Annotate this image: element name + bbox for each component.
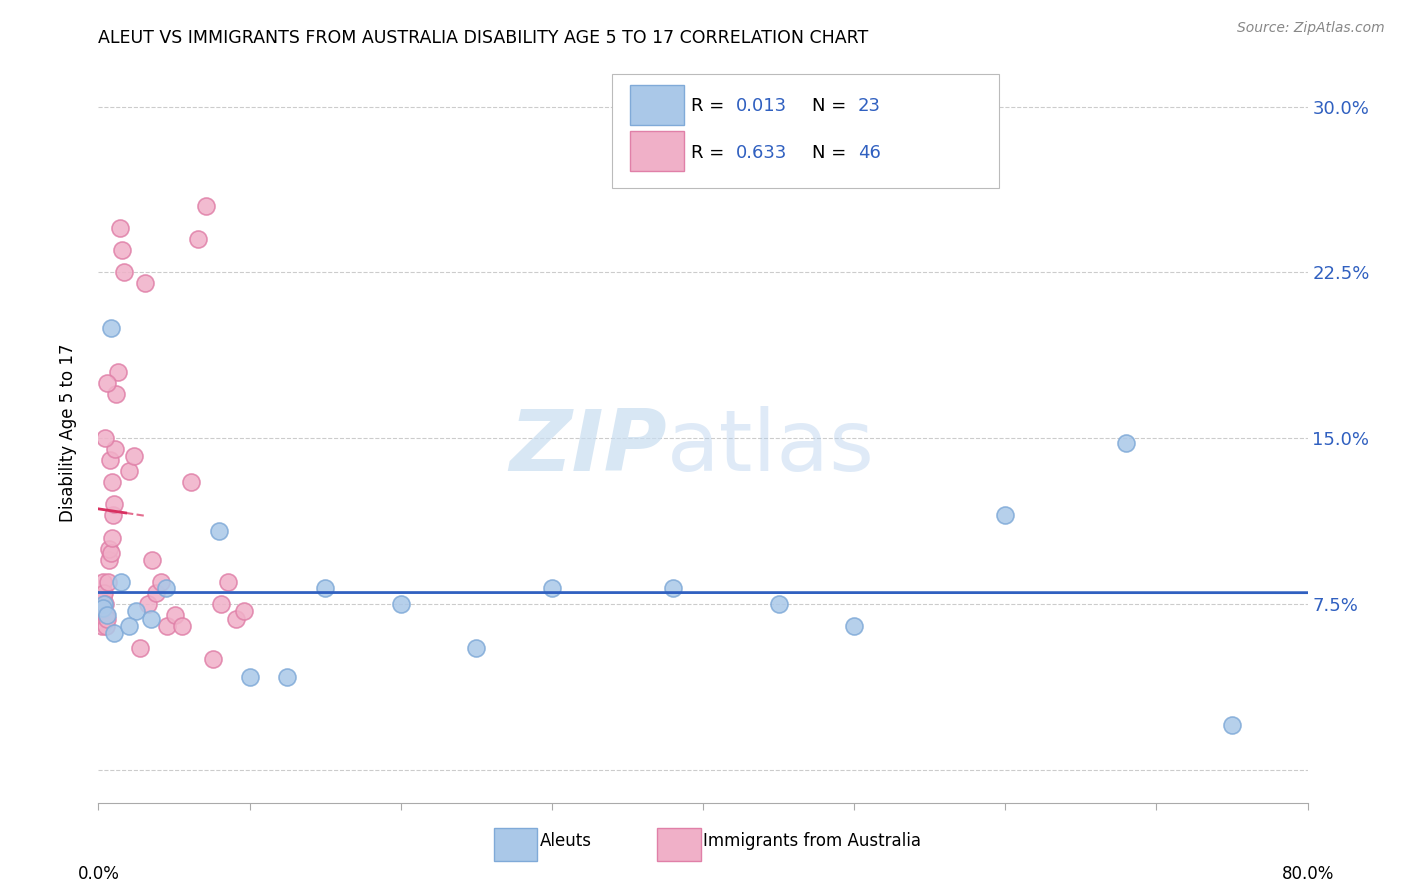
- Point: [389, 597, 412, 611]
- Point: [187, 232, 209, 246]
- Point: [103, 498, 125, 512]
- Y-axis label: Disability Age 5 to 17: Disability Age 5 to 17: [59, 343, 77, 522]
- Point: [465, 641, 488, 656]
- Point: [96, 619, 118, 633]
- Point: [100, 546, 122, 560]
- Point: [96, 607, 118, 622]
- Point: [125, 603, 148, 617]
- Point: [103, 625, 125, 640]
- FancyBboxPatch shape: [630, 130, 683, 170]
- Point: [129, 641, 152, 656]
- Point: [108, 221, 131, 235]
- Text: 46: 46: [858, 144, 880, 161]
- Text: Aleuts: Aleuts: [540, 832, 592, 850]
- Point: [145, 586, 167, 600]
- FancyBboxPatch shape: [657, 828, 700, 861]
- Point: [141, 612, 163, 626]
- Point: [91, 591, 114, 605]
- Text: Immigrants from Australia: Immigrants from Australia: [703, 832, 921, 850]
- Point: [276, 670, 298, 684]
- Text: 80.0%: 80.0%: [1281, 864, 1334, 883]
- Point: [91, 601, 114, 615]
- Point: [103, 508, 125, 523]
- Point: [107, 365, 129, 379]
- Point: [110, 574, 132, 589]
- Point: [93, 586, 115, 600]
- Point: [96, 612, 118, 626]
- Point: [104, 442, 127, 457]
- Point: [90, 607, 112, 622]
- Point: [91, 574, 114, 589]
- Text: R =: R =: [690, 144, 730, 161]
- Point: [93, 597, 115, 611]
- Point: [209, 597, 232, 611]
- Point: [141, 552, 163, 566]
- Point: [96, 376, 118, 390]
- FancyBboxPatch shape: [494, 828, 537, 861]
- Point: [94, 607, 117, 622]
- Point: [122, 449, 145, 463]
- Text: atlas: atlas: [666, 406, 875, 489]
- Text: 0.013: 0.013: [735, 97, 787, 115]
- Point: [194, 199, 217, 213]
- Point: [98, 453, 121, 467]
- Text: R =: R =: [690, 97, 730, 115]
- FancyBboxPatch shape: [613, 73, 1000, 188]
- Point: [661, 582, 683, 596]
- Point: [118, 619, 141, 633]
- Point: [540, 582, 562, 596]
- Point: [232, 603, 254, 617]
- Point: [97, 552, 120, 566]
- FancyBboxPatch shape: [630, 86, 683, 126]
- Text: N =: N =: [811, 97, 852, 115]
- Point: [1115, 435, 1137, 450]
- Point: [180, 475, 202, 490]
- Point: [97, 574, 120, 589]
- Point: [94, 431, 117, 445]
- Point: [89, 603, 111, 617]
- Point: [208, 524, 231, 538]
- Text: N =: N =: [811, 144, 852, 161]
- Point: [994, 508, 1017, 523]
- Point: [172, 619, 194, 633]
- Text: ALEUT VS IMMIGRANTS FROM AUSTRALIA DISABILITY AGE 5 TO 17 CORRELATION CHART: ALEUT VS IMMIGRANTS FROM AUSTRALIA DISAB…: [98, 29, 869, 47]
- Point: [100, 320, 122, 334]
- Text: ZIP: ZIP: [509, 406, 666, 489]
- Point: [239, 670, 262, 684]
- Text: 0.633: 0.633: [735, 144, 787, 161]
- Point: [163, 607, 186, 622]
- Point: [1220, 718, 1243, 732]
- Point: [149, 574, 172, 589]
- Point: [156, 619, 179, 633]
- Point: [202, 652, 225, 666]
- Point: [768, 597, 790, 611]
- Point: [98, 541, 121, 556]
- Point: [155, 582, 177, 596]
- Point: [112, 265, 135, 279]
- Point: [100, 531, 122, 545]
- Point: [90, 619, 112, 633]
- Point: [111, 244, 134, 258]
- Point: [225, 612, 247, 626]
- Text: 0.0%: 0.0%: [77, 864, 120, 883]
- Text: Source: ZipAtlas.com: Source: ZipAtlas.com: [1237, 21, 1385, 36]
- Point: [136, 597, 159, 611]
- Point: [101, 475, 124, 490]
- Point: [105, 387, 128, 401]
- Point: [314, 582, 336, 596]
- Point: [217, 574, 239, 589]
- Point: [118, 464, 141, 478]
- Point: [134, 277, 156, 291]
- Point: [94, 597, 117, 611]
- Text: 23: 23: [858, 97, 880, 115]
- Point: [844, 619, 866, 633]
